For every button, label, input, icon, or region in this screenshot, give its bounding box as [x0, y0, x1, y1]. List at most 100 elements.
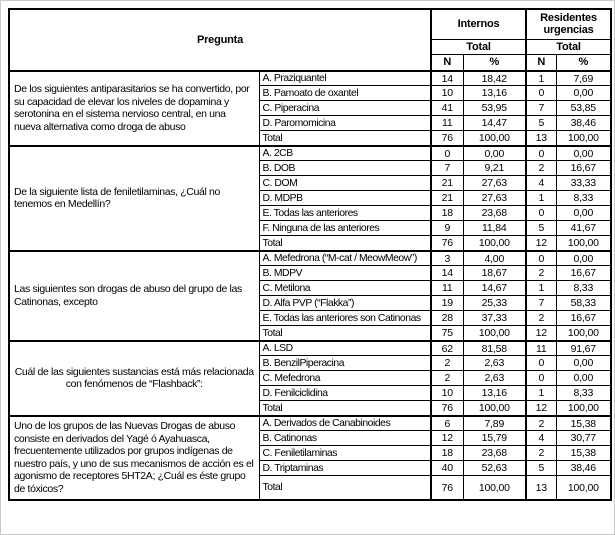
value-cell: 23,68 [462, 445, 527, 462]
table-row: Cuál de las siguientes sustancias está m… [8, 339, 612, 417]
total-label-cell: Total [258, 400, 432, 417]
option-cell: B. Pamoato de oxantel [258, 85, 432, 102]
value-cell: 52,63 [462, 460, 527, 477]
value-cell: 15,38 [555, 414, 612, 432]
value-cell: 5 [525, 460, 557, 477]
residentes-pct-header: % [555, 54, 612, 72]
value-cell: 4,00 [462, 249, 527, 267]
value-cell: 1 [525, 385, 557, 402]
value-cell: 12 [525, 325, 557, 342]
value-cell: 100,00 [555, 130, 612, 147]
table-row: D. Alfa PVP (“Flakka”) 19 25,33 7 58,33 [9, 295, 612, 312]
value-cell: 13,16 [462, 385, 527, 402]
value-cell: 14 [430, 265, 464, 282]
table-row: Total 76 100,00 13 100,00 [9, 475, 612, 501]
value-cell: 16,67 [555, 265, 612, 282]
value-cell: 14,47 [462, 115, 527, 132]
table-row: B. Pamoato de oxantel 10 13,16 0 0,00 [9, 85, 612, 102]
value-cell: 38,46 [555, 460, 612, 477]
table-row: D. Fenilciclidina 10 13,16 1 8,33 [9, 385, 612, 402]
value-cell: 41,67 [555, 220, 612, 237]
table-row: C. Metilona 11 14,67 1 8,33 [9, 280, 612, 297]
value-cell: 7,89 [462, 414, 527, 432]
value-cell: 15,38 [555, 445, 612, 462]
option-cell: C. Feniletilaminas [258, 445, 432, 462]
value-cell: 11 [525, 339, 557, 357]
value-cell: 0 [525, 205, 557, 222]
value-cell: 0 [525, 144, 557, 162]
question-cell: Cuál de las siguientes sustancias está m… [8, 339, 260, 417]
value-cell: 100,00 [462, 325, 527, 342]
residentes-group-header: Residentes urgencias [525, 8, 612, 40]
option-cell: A. 2CB [258, 144, 432, 162]
value-cell: 8,33 [555, 280, 612, 297]
value-cell: 1 [525, 190, 557, 207]
header-group-row: Pregunta Internos Residentes urgencias [8, 8, 612, 72]
question-cell: Las siguientes son drogas de abuso del g… [8, 249, 260, 342]
internos-n-header: N [430, 54, 464, 72]
residentes-total-header: Total [525, 38, 612, 56]
option-cell: E. Todas las anteriores son Catinonas [258, 310, 432, 327]
value-cell: 6 [430, 414, 464, 432]
table-row: F. Ninguna de las anteriores 9 11,84 5 41,67 [9, 220, 612, 237]
total-label-cell: Total [258, 325, 432, 342]
value-cell: 0,00 [555, 370, 612, 387]
value-cell: 41 [430, 100, 464, 117]
value-cell: 18 [430, 445, 464, 462]
residentes-n-header: N [525, 54, 557, 72]
value-cell: 25,33 [462, 295, 527, 312]
value-cell: 0,00 [555, 249, 612, 267]
value-cell: 100,00 [555, 235, 612, 252]
value-cell: 76 [430, 130, 464, 147]
value-cell: 1 [525, 280, 557, 297]
value-cell: 12 [525, 400, 557, 417]
question-cell: De los siguientes antiparasitarios se ha… [8, 69, 260, 147]
value-cell: 7 [430, 160, 464, 177]
value-cell: 0,00 [462, 144, 527, 162]
total-label-cell: Total [258, 475, 432, 501]
option-cell: D. Fenilciclidina [258, 385, 432, 402]
value-cell: 0,00 [555, 85, 612, 102]
value-cell: 62 [430, 339, 464, 357]
option-cell: A. LSD [258, 339, 432, 357]
survey-table-body: De los siguientes antiparasitarios se ha… [8, 69, 612, 501]
option-cell: F. Ninguna de las anteriores [258, 220, 432, 237]
value-cell: 91,67 [555, 339, 612, 357]
value-cell: 58,33 [555, 295, 612, 312]
option-cell: A. Derivados de Canabinoides [258, 414, 432, 432]
value-cell: 0 [525, 249, 557, 267]
value-cell: 76 [430, 400, 464, 417]
value-cell: 2 [430, 355, 464, 372]
option-cell: A. Mefedrona (“M-cat / MeowMeow”) [258, 249, 432, 267]
option-cell: C. Mefedrona [258, 370, 432, 387]
value-cell: 100,00 [462, 130, 527, 147]
value-cell: 18 [430, 205, 464, 222]
value-cell: 14 [430, 69, 464, 87]
value-cell: 18,67 [462, 265, 527, 282]
value-cell: 2 [525, 414, 557, 432]
value-cell: 7 [525, 100, 557, 117]
option-cell: B. DOB [258, 160, 432, 177]
value-cell: 53,85 [555, 100, 612, 117]
value-cell: 0,00 [555, 144, 612, 162]
value-cell: 16,67 [555, 310, 612, 327]
table-row: B. DOB 7 9,21 2 16,67 [9, 160, 612, 177]
value-cell: 2 [525, 445, 557, 462]
survey-table: Pregunta Internos Residentes urgencias T… [8, 8, 613, 501]
option-cell: B. MDPV [258, 265, 432, 282]
value-cell: 100,00 [462, 235, 527, 252]
value-cell: 16,67 [555, 160, 612, 177]
table-row: Total 76 100,00 12 100,00 [9, 400, 612, 417]
table-header: Pregunta Internos Residentes urgencias T… [8, 8, 612, 72]
value-cell: 1 [525, 69, 557, 87]
value-cell: 100,00 [555, 400, 612, 417]
value-cell: 9 [430, 220, 464, 237]
value-cell: 10 [430, 385, 464, 402]
option-cell: D. Paromomicina [258, 115, 432, 132]
value-cell: 11,84 [462, 220, 527, 237]
value-cell: 81,58 [462, 339, 527, 357]
option-cell: D. Alfa PVP (“Flakka”) [258, 295, 432, 312]
value-cell: 7 [525, 295, 557, 312]
pregunta-header: Pregunta [8, 8, 432, 72]
internos-group-header: Internos [430, 8, 527, 40]
